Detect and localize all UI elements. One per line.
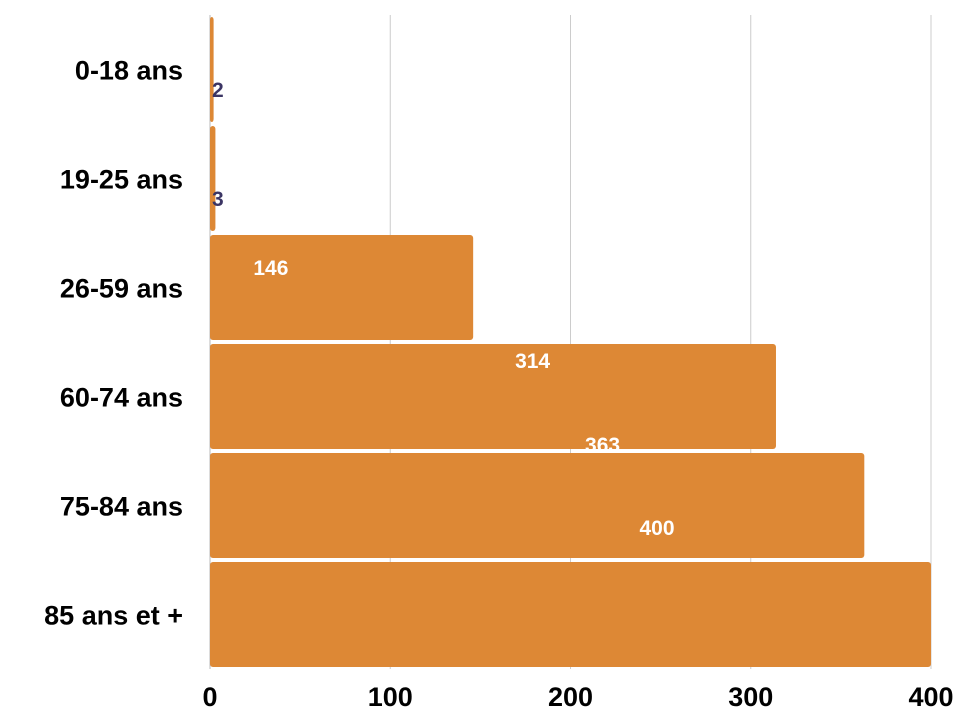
category-label: 85 ans et +	[44, 601, 183, 631]
bar	[210, 235, 474, 340]
bar	[210, 126, 216, 231]
bar	[210, 562, 931, 667]
x-tick-label: 100	[368, 682, 413, 712]
category-label: 0-18 ans	[75, 56, 183, 86]
axes: 0 100 200 300 400 0-18 ans 19-25 ans 26-59 ans 6…	[44, 56, 953, 713]
bar	[210, 344, 776, 449]
data-label: 400	[639, 517, 674, 540]
bar	[210, 453, 865, 558]
bar	[210, 17, 214, 122]
data-label: 314	[515, 350, 550, 373]
x-tick-label: 0	[202, 682, 217, 712]
value-labels: 2 3 146 314 363 400	[212, 79, 675, 540]
data-label: 3	[212, 188, 224, 211]
data-label: 146	[253, 257, 288, 280]
category-label: 19-25 ans	[60, 165, 183, 195]
data-label: 363	[585, 434, 620, 457]
category-label: 26-59 ans	[60, 274, 183, 304]
x-tick-label: 300	[728, 682, 773, 712]
category-label: 75-84 ans	[60, 492, 183, 522]
x-tick-label: 400	[908, 682, 953, 712]
x-tick-label: 200	[548, 682, 593, 712]
bars	[210, 17, 931, 667]
data-label: 2	[212, 79, 224, 102]
grid-lines	[209, 15, 932, 669]
category-label: 60-74 ans	[60, 383, 183, 413]
